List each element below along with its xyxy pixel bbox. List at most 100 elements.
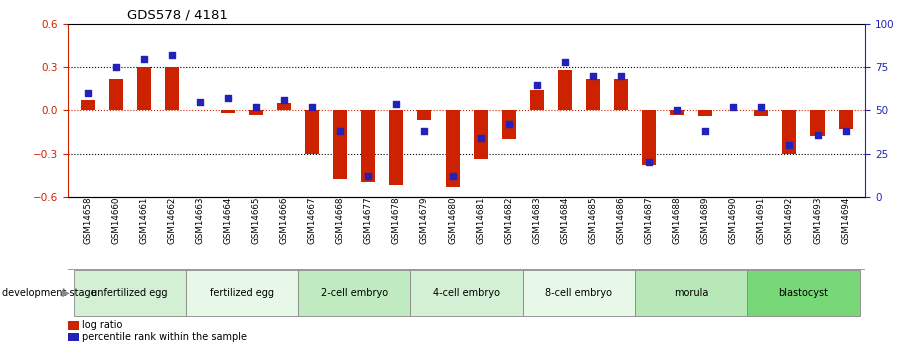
- Text: GSM14690: GSM14690: [728, 197, 737, 244]
- Bar: [137, 67, 150, 110]
- Text: GSM14693: GSM14693: [813, 197, 822, 244]
- Point: [165, 52, 179, 58]
- Point: [221, 96, 236, 101]
- Text: GSM14679: GSM14679: [420, 197, 429, 244]
- Point: [810, 132, 824, 137]
- Bar: [839, 110, 853, 129]
- Text: GSM14686: GSM14686: [616, 197, 625, 244]
- Point: [473, 135, 487, 141]
- Text: GSM14680: GSM14680: [448, 197, 457, 244]
- Bar: [361, 110, 375, 182]
- Point: [557, 59, 572, 65]
- Text: GSM14668: GSM14668: [336, 197, 345, 244]
- Text: 2-cell embryo: 2-cell embryo: [321, 288, 388, 298]
- Bar: [474, 110, 487, 159]
- Text: GSM14683: GSM14683: [532, 197, 541, 244]
- Point: [277, 97, 292, 103]
- Point: [305, 104, 320, 110]
- Text: log ratio: log ratio: [82, 321, 122, 330]
- Bar: [446, 110, 459, 187]
- Point: [529, 82, 544, 87]
- Point: [613, 73, 628, 79]
- Point: [698, 128, 712, 134]
- Text: GSM14691: GSM14691: [757, 197, 766, 244]
- Text: unfertilized egg: unfertilized egg: [92, 288, 168, 298]
- Bar: [305, 110, 319, 154]
- Text: GSM14682: GSM14682: [505, 197, 513, 244]
- Text: GSM14664: GSM14664: [224, 197, 233, 244]
- Point: [446, 173, 460, 179]
- Text: fertilized egg: fertilized egg: [210, 288, 274, 298]
- Text: GSM14694: GSM14694: [841, 197, 850, 244]
- Point: [361, 173, 376, 179]
- Bar: [109, 79, 122, 110]
- Point: [754, 104, 768, 110]
- Text: GDS578 / 4181: GDS578 / 4181: [127, 9, 227, 22]
- Bar: [635, 270, 747, 316]
- Text: percentile rank within the sample: percentile rank within the sample: [82, 332, 246, 342]
- Text: blastocyst: blastocyst: [778, 288, 828, 298]
- Text: GSM14677: GSM14677: [364, 197, 373, 244]
- Bar: [81, 100, 94, 110]
- Point: [838, 128, 853, 134]
- Bar: [277, 103, 291, 110]
- Text: GSM14658: GSM14658: [83, 197, 92, 244]
- Text: GSM14665: GSM14665: [252, 197, 261, 244]
- Bar: [747, 270, 860, 316]
- Point: [782, 142, 796, 148]
- Bar: [670, 110, 684, 115]
- Text: GSM14688: GSM14688: [672, 197, 681, 244]
- Point: [641, 159, 656, 165]
- Text: 4-cell embryo: 4-cell embryo: [433, 288, 500, 298]
- Text: GSM14662: GSM14662: [168, 197, 177, 244]
- Text: GSM14681: GSM14681: [477, 197, 485, 244]
- Point: [81, 90, 95, 96]
- Point: [501, 121, 516, 127]
- Point: [249, 104, 264, 110]
- Point: [193, 99, 207, 105]
- Text: GSM14684: GSM14684: [560, 197, 569, 244]
- Bar: [755, 110, 768, 116]
- Text: GSM14685: GSM14685: [588, 197, 597, 244]
- Text: GSM14660: GSM14660: [111, 197, 120, 244]
- Text: GSM14666: GSM14666: [280, 197, 289, 244]
- Bar: [298, 270, 410, 316]
- Point: [390, 101, 404, 106]
- Point: [726, 104, 740, 110]
- Bar: [249, 110, 263, 115]
- Bar: [221, 110, 235, 113]
- Text: GSM14663: GSM14663: [196, 197, 205, 244]
- Bar: [523, 270, 635, 316]
- Bar: [811, 110, 824, 136]
- Bar: [333, 110, 347, 179]
- Point: [670, 108, 684, 113]
- Text: 8-cell embryo: 8-cell embryo: [545, 288, 612, 298]
- Bar: [165, 67, 178, 110]
- Bar: [783, 110, 796, 154]
- Bar: [699, 110, 712, 116]
- Point: [137, 56, 151, 61]
- Bar: [586, 79, 600, 110]
- Text: GSM14689: GSM14689: [700, 197, 709, 244]
- Point: [109, 65, 123, 70]
- Text: GSM14692: GSM14692: [785, 197, 794, 244]
- Text: ▶: ▶: [62, 288, 70, 298]
- Point: [418, 128, 432, 134]
- Bar: [530, 90, 544, 110]
- Text: morula: morula: [674, 288, 708, 298]
- Bar: [558, 70, 572, 110]
- Bar: [73, 270, 186, 316]
- Bar: [642, 110, 656, 165]
- Text: GSM14687: GSM14687: [644, 197, 653, 244]
- Bar: [502, 110, 516, 139]
- Text: development stage: development stage: [2, 288, 96, 298]
- Bar: [410, 270, 523, 316]
- Text: GSM14661: GSM14661: [140, 197, 149, 244]
- Text: GSM14678: GSM14678: [392, 197, 401, 244]
- Bar: [186, 270, 298, 316]
- Bar: [614, 79, 628, 110]
- Point: [585, 73, 600, 79]
- Bar: [390, 110, 403, 185]
- Point: [333, 128, 348, 134]
- Bar: [418, 110, 431, 120]
